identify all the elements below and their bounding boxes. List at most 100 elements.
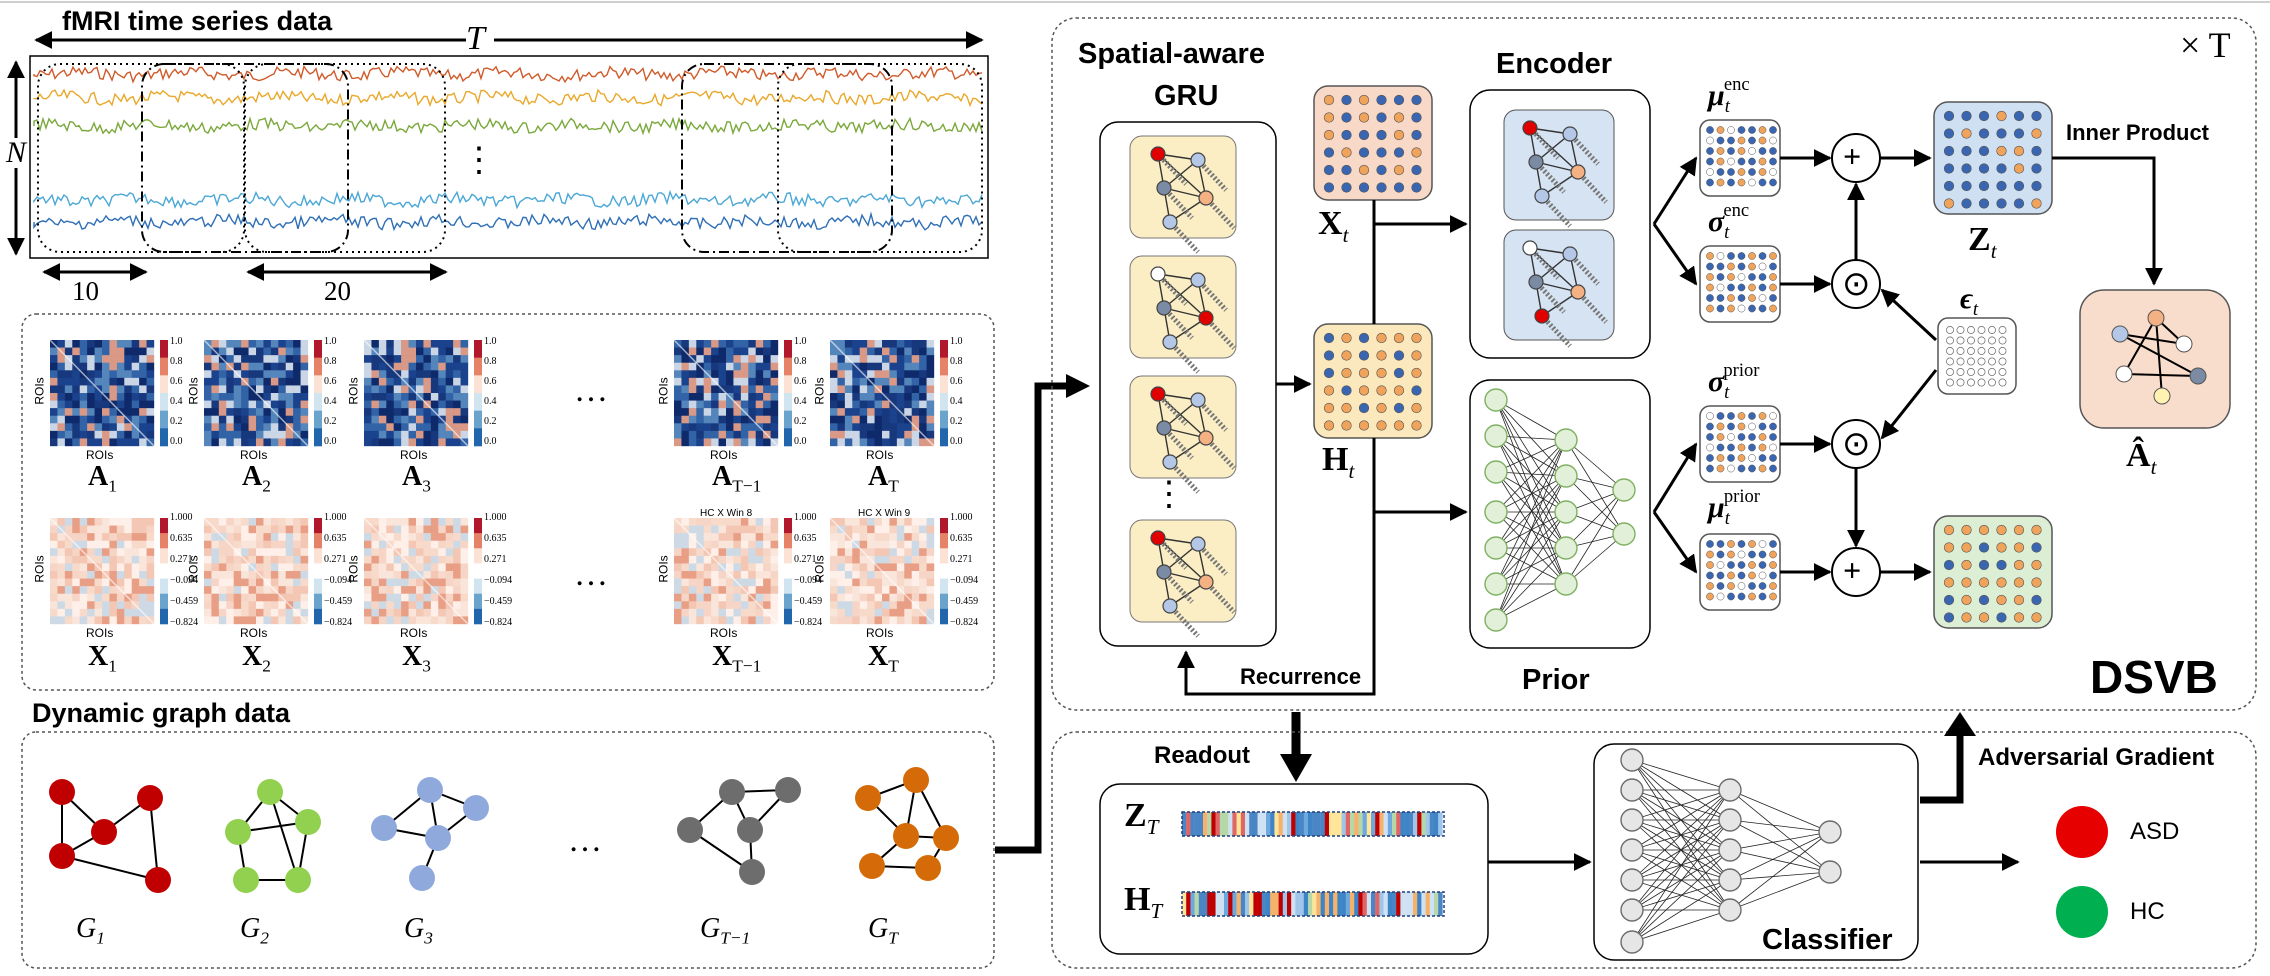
graph-node — [463, 795, 489, 821]
classifier-node — [1818, 860, 1842, 884]
fmri-trace-4 — [33, 189, 983, 210]
matrix-x-tick: −0.824 — [794, 617, 823, 628]
matrix-a-xlabel: ROIs — [86, 448, 114, 462]
graph-node — [859, 853, 885, 879]
matrix-a-tick: 1.0 — [484, 336, 497, 347]
encoder-cell-1 — [1503, 109, 1615, 221]
matrix-x-tick: −0.459 — [950, 596, 979, 607]
matrix-a-ylabel: ROIs — [32, 377, 47, 405]
fmri-trace-2 — [33, 88, 983, 108]
z-t-label: Zt — [1968, 221, 1997, 263]
repeat-label: × T — [2180, 25, 2231, 65]
matrix-x-tick: 0.635 — [324, 533, 347, 544]
encoder-graphs — [1522, 120, 1608, 348]
graph-node — [775, 777, 801, 803]
matrix-x-2 — [203, 517, 309, 625]
matrix-a-tick: 0.2 — [170, 416, 183, 427]
matrix-x-tick: −0.094 — [484, 575, 513, 586]
dsvb-arrows — [1177, 149, 2163, 696]
matrix-x-tick: −0.459 — [324, 596, 353, 607]
colorbar-a-4 — [784, 340, 792, 447]
fmri-frame — [29, 55, 989, 259]
colorbar-a-3 — [474, 340, 482, 447]
graph-node — [409, 865, 435, 891]
adversarial-gradient-label: Adversarial Gradient — [1978, 744, 2215, 771]
prior-title: Prior — [1522, 664, 1590, 696]
hc-legend-label: HC — [2130, 898, 2165, 925]
classifier-node — [1620, 838, 1644, 862]
matrix-x-tick: −0.824 — [324, 617, 353, 628]
matrix-x-5 — [829, 517, 935, 625]
matrices-panel — [21, 313, 995, 691]
matrix-x-xlabel: ROIs — [240, 626, 268, 640]
h-T-label: HT — [1124, 881, 1163, 923]
h-t-label: Ht — [1322, 441, 1355, 483]
matrix-x-title-2: HC X Win 9 — [858, 508, 911, 519]
matrix-x-tick: 1.000 — [170, 512, 193, 523]
matrix-a-tick: 0.8 — [484, 356, 497, 367]
graph-label-5: GT — [868, 913, 898, 948]
colorbar-x-5 — [940, 518, 948, 625]
window-size-label: 10 — [72, 276, 99, 306]
graph-node — [371, 815, 397, 841]
epsilon-box — [1937, 317, 2017, 395]
matrix-a-name: A3 — [402, 461, 431, 496]
adversarial-arrow — [1920, 734, 1964, 804]
matrix-a-name: AT — [868, 461, 899, 496]
matrix-a-tick: 0.0 — [950, 436, 963, 447]
matrix-a-2 — [203, 339, 309, 447]
matrix-a-xlabel: ROIs — [866, 448, 894, 462]
matrix-x-tick: 0.271 — [170, 554, 193, 565]
classifier-node — [1620, 748, 1644, 772]
matrix-x-xlabel: ROIs — [400, 626, 428, 640]
matrix-a-ellipsis: … — [574, 372, 608, 409]
matrix-a-tick: 0.4 — [484, 396, 497, 407]
classifier-container — [1593, 743, 1919, 961]
matrix-a-tick: 1.0 — [794, 336, 807, 347]
colorbar-x-1 — [160, 518, 168, 625]
matrix-x-3 — [363, 517, 469, 625]
gru-ellipsis: ⋮ — [1152, 476, 1186, 513]
graph-node — [145, 867, 171, 893]
graph-snapshots — [49, 767, 959, 893]
fmri-panel — [7, 31, 989, 281]
graph-3 — [371, 777, 489, 891]
graph-node — [233, 867, 259, 893]
gru-title-1: Spatial-aware — [1078, 38, 1265, 70]
channel-ellipsis: ⋮ — [462, 142, 496, 179]
prior-node — [1484, 536, 1508, 560]
matrix-x-tick: −0.459 — [170, 596, 199, 607]
gru-cell-graph-3 — [1150, 386, 1236, 494]
matrix-a-tick: 0.8 — [324, 356, 337, 367]
colorbar-x-2 — [314, 518, 322, 625]
matrix-a-tick: 0.0 — [794, 436, 807, 447]
matrix-a-xlabel: ROIs — [710, 448, 738, 462]
graph-node — [285, 867, 311, 893]
asd-legend-dot — [2056, 806, 2108, 858]
x-t-label: Xt — [1318, 205, 1349, 247]
mu-enc-label: μtenc — [1708, 74, 1750, 117]
h-t-dots — [1323, 332, 1422, 431]
window-box-3 — [244, 63, 446, 253]
readout-label: Readout — [1154, 742, 1250, 769]
matrix-a-tick: 0.2 — [794, 416, 807, 427]
matrix-x-tick: 1.000 — [794, 512, 817, 523]
matrix-a-xlabel: ROIs — [240, 448, 268, 462]
matrix-a-name: A2 — [242, 461, 271, 496]
matrix-x-tick: 0.271 — [484, 554, 507, 565]
matrix-x-xlabel: ROIs — [710, 626, 738, 640]
encoder-graph-2 — [1522, 240, 1608, 348]
matrix-a-5 — [829, 339, 935, 447]
matrix-a-tick: 0.8 — [170, 356, 183, 367]
classifier-node — [1818, 820, 1842, 844]
matrix-x-ylabel: ROIs — [186, 555, 201, 583]
graph-node — [903, 767, 929, 793]
graph-node — [425, 825, 451, 851]
z-T-label: ZT — [1124, 797, 1159, 839]
window-box-2 — [141, 63, 349, 253]
classifier-node — [1620, 808, 1644, 832]
graph-label-3: G3 — [404, 913, 433, 948]
matrix-a-tick: 0.4 — [950, 396, 963, 407]
colorbar-x-3 — [474, 518, 482, 625]
matrix-a-4 — [673, 339, 779, 447]
